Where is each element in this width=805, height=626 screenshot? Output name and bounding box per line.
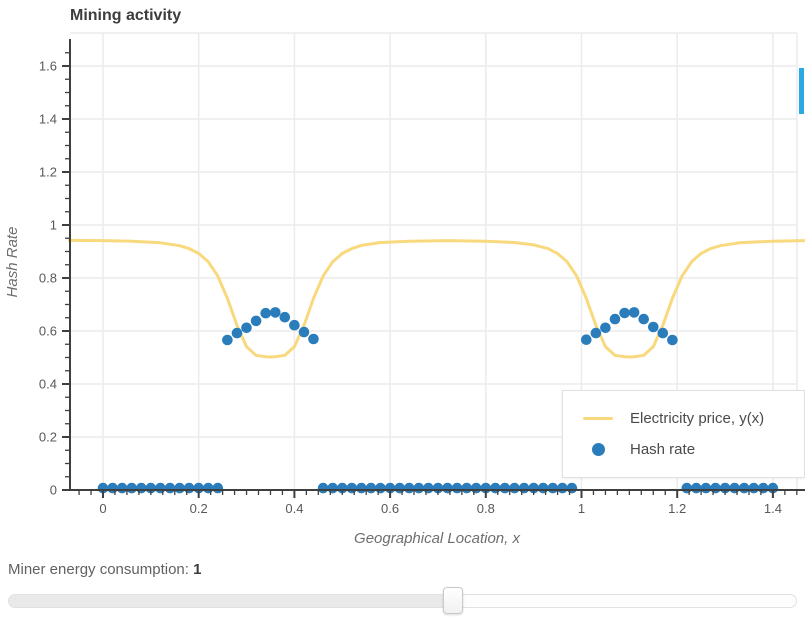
svg-text:1.2: 1.2 [668,501,686,516]
svg-text:0.4: 0.4 [285,501,303,516]
svg-text:1: 1 [578,501,585,516]
grid-layer [70,32,798,490]
svg-text:0.8: 0.8 [477,501,495,516]
legend-dot-swatch [575,443,621,456]
svg-text:1.6: 1.6 [39,59,57,74]
slider-label-text: Miner energy consumption: [8,561,189,578]
svg-text:0.8: 0.8 [39,271,57,286]
slider-fill [9,595,453,607]
electricity-price-curve [68,238,805,359]
axis-labels: Geographical Location, x Hash Rate [4,227,520,547]
legend-item-electricity-price: Electricity price, y(x) [563,409,804,429]
y-axis-label: Hash Rate [4,227,21,298]
svg-text:0.4: 0.4 [39,377,57,392]
energy-consumption-slider[interactable] [8,587,797,614]
dot-swatch-icon [591,443,605,456]
slider-label: Miner energy consumption: 1 [8,561,201,578]
svg-text:0.6: 0.6 [381,501,399,516]
plot-canvas: 0 0.2 0.4 0.6 0.8 1 1.2 1.4 0 0.2 0.4 0.6 0.8 1 1.2 1.4… [4,32,805,547]
scrollbar-thumb[interactable] [799,68,804,114]
svg-text:1.4: 1.4 [39,112,57,127]
slider-value: 1 [193,561,202,578]
x-axis-label: Geographical Location, x [354,530,520,547]
svg-text:0: 0 [50,483,57,498]
line-swatch-icon [583,417,613,420]
legend-line-swatch [575,417,621,420]
legend: Electricity price, y(x) Hash rate [562,390,805,478]
svg-text:1.4: 1.4 [764,501,782,516]
legend-label-hash-rate: Hash rate [630,441,696,458]
svg-text:0.2: 0.2 [190,501,208,516]
slider-handle[interactable] [442,587,463,614]
svg-text:1: 1 [50,218,57,233]
svg-text:0: 0 [99,501,106,516]
svg-text:0.6: 0.6 [39,324,57,339]
chart-title: Mining activity [70,7,182,24]
svg-text:1.2: 1.2 [39,165,57,180]
axes: 0 0.2 0.4 0.6 0.8 1 1.2 1.4 0 0.2 0.4 0.6 0.8 1 1.2 1.4… [39,39,805,516]
legend-item-hash-rate: Hash rate [563,440,804,460]
legend-label-electricity-price: Electricity price, y(x) [630,410,765,427]
svg-text:0.2: 0.2 [39,430,57,445]
